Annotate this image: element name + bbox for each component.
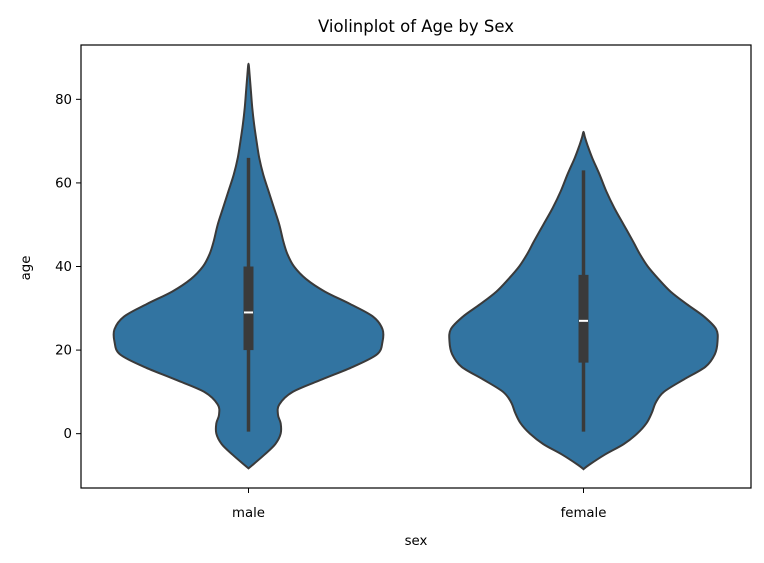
x-tick-label: male <box>232 506 265 521</box>
y-axis-ticks: 0 20 40 60 80 <box>55 93 81 442</box>
y-tick-label: 0 <box>64 427 72 442</box>
iqr-box-female <box>578 274 589 363</box>
x-axis-label: sex <box>405 534 428 549</box>
chart-title: Violinplot of Age by Sex <box>318 17 514 36</box>
y-tick-label: 60 <box>55 176 72 191</box>
y-tick-label: 40 <box>55 260 72 275</box>
iqr-box-male <box>243 266 254 351</box>
y-tick-label: 20 <box>55 344 72 359</box>
plot-frame <box>80 44 752 489</box>
x-axis-ticks: male female <box>232 488 606 521</box>
y-axis-label: age <box>19 256 34 281</box>
violins-layer <box>112 62 719 471</box>
y-tick-label: 80 <box>55 93 72 108</box>
x-tick-label: female <box>561 506 607 521</box>
